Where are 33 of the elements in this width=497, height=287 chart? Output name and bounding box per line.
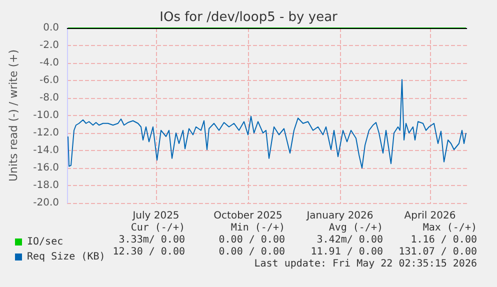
text: Avg (-/+): [328, 222, 383, 234]
y-tick-label: -16.0: [33, 162, 59, 174]
text: 131.07 / 0.00: [398, 246, 477, 258]
x-tick-label: April 2026: [404, 210, 456, 222]
y-tick-label: -8.0: [39, 92, 59, 104]
y-tick-label: -14.0: [33, 145, 59, 156]
legend-label: Req Size (KB): [27, 252, 106, 262]
y-axis-title: Units read (-) / write (+): [7, 49, 20, 182]
text: Min (-/+): [230, 222, 285, 234]
y-tick-label: -4.0: [39, 58, 59, 68]
y-tick-label: 0.0: [43, 22, 59, 34]
y-tick-label: -6.0: [39, 75, 59, 86]
text: 3.33m/ 0.00: [118, 234, 185, 246]
text: 0.00 / 0.00: [218, 234, 285, 246]
text: 12.30 / 0.00: [112, 246, 185, 258]
line-series: [68, 79, 466, 168]
text: Last update: Fri May 22 02:35:15 2026: [254, 258, 477, 270]
y-tick-label: -10.0: [33, 110, 59, 121]
text: 0.00 / 0.00: [218, 246, 285, 258]
y-tick-label: -20.0: [33, 198, 59, 208]
text: 11.91 / 0.00: [310, 246, 383, 258]
y-tick-label: -18.0: [33, 180, 59, 191]
x-tick-label: January 2026: [306, 210, 374, 222]
x-tick-label: July 2025: [132, 210, 180, 222]
y-tick-label: -12.0: [33, 128, 59, 138]
x-tick-label: October 2025: [214, 210, 282, 222]
legend-label: IO/sec: [27, 236, 64, 248]
text: Cur (-/+): [130, 222, 185, 234]
text: 1.16 / 0.00: [410, 234, 477, 246]
text: Max (-/+): [422, 222, 477, 234]
chart-title: IOs for /dev/loop5 - by year: [160, 10, 338, 25]
text: 3.42m/ 0.00: [316, 234, 383, 246]
y-tick-label: -2.0: [39, 40, 59, 51]
